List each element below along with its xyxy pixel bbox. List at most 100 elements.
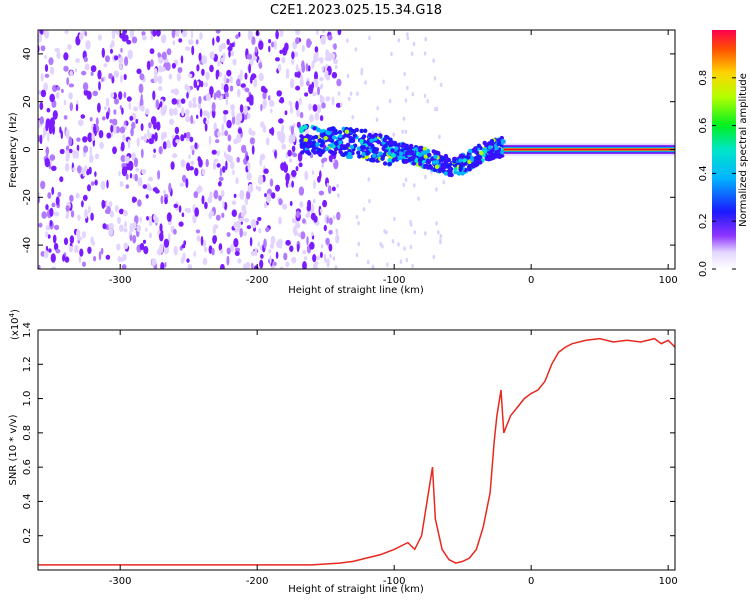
noise-blob <box>257 241 260 247</box>
noise-blob <box>393 216 396 222</box>
noise-blob <box>44 157 50 168</box>
noise-blob <box>226 247 231 255</box>
noise-blob <box>163 238 170 248</box>
noise-blob <box>312 104 318 112</box>
noise-blob <box>50 253 56 263</box>
noise-blob <box>279 30 284 38</box>
noise-blob <box>221 131 225 136</box>
noise-blob <box>157 52 161 58</box>
noise-blob <box>232 169 235 176</box>
noise-blob <box>91 133 95 141</box>
noise-blob <box>196 114 199 119</box>
signal-dot <box>388 137 393 142</box>
noise-blob <box>217 60 221 67</box>
noise-blob <box>153 75 159 83</box>
noise-blob <box>145 194 149 199</box>
noise-blob <box>299 111 304 119</box>
signal-dot <box>494 154 500 159</box>
noise-blob <box>152 90 156 101</box>
noise-blob <box>126 39 132 45</box>
noise-blob <box>176 72 182 82</box>
noise-blob <box>120 47 123 53</box>
noise-blob <box>362 207 366 212</box>
noise-blob <box>293 51 299 57</box>
noise-blob <box>413 183 416 188</box>
noise-blob <box>110 48 113 54</box>
noise-blob <box>239 104 244 113</box>
noise-blob <box>244 87 250 93</box>
noise-blob <box>65 155 70 162</box>
noise-blob <box>295 222 301 229</box>
noise-blob <box>65 150 70 155</box>
noise-blob <box>198 52 202 62</box>
noise-blob <box>103 106 107 111</box>
noise-blob <box>149 48 155 55</box>
noise-blob <box>194 207 199 217</box>
noise-blob <box>321 163 325 168</box>
noise-blob <box>233 193 237 198</box>
noise-blob <box>77 236 83 241</box>
signal-dot <box>365 151 370 156</box>
noise-blob <box>297 232 301 237</box>
signal-dot <box>361 145 366 150</box>
noise-blob <box>87 246 92 254</box>
noise-blob <box>120 74 123 83</box>
noise-blob <box>319 208 323 213</box>
noise-blob <box>277 238 283 245</box>
noise-blob <box>413 230 417 235</box>
signal-dot <box>333 146 339 152</box>
noise-blob <box>164 262 167 268</box>
noise-blob <box>201 195 205 205</box>
noise-blob <box>132 221 137 230</box>
noise-blob <box>336 235 340 240</box>
noise-blob <box>402 182 406 188</box>
noise-blob <box>64 162 70 172</box>
noise-blob <box>219 167 223 177</box>
noise-blob <box>120 141 125 152</box>
noise-blob <box>171 88 175 94</box>
noise-blob <box>284 42 289 52</box>
noise-blob <box>44 73 50 78</box>
noise-blob <box>285 239 291 246</box>
noise-blob <box>196 235 201 242</box>
noise-blob <box>89 117 93 122</box>
noise-blob <box>82 194 88 201</box>
noise-blob <box>82 168 85 177</box>
signal-dot <box>303 137 308 143</box>
signal-dot <box>299 134 304 139</box>
noise-blob <box>263 202 267 209</box>
signal-dot <box>327 137 332 142</box>
noise-blob <box>38 222 43 228</box>
noise-blob <box>326 216 329 224</box>
noise-blob <box>118 170 121 177</box>
noise-blob <box>300 201 304 208</box>
noise-blob <box>77 214 81 221</box>
colorbar-gradient <box>712 30 736 269</box>
noise-blob <box>247 113 251 120</box>
noise-blob <box>397 242 400 247</box>
noise-blob <box>115 30 121 36</box>
signal-dot <box>380 156 385 161</box>
noise-blob <box>287 149 292 157</box>
signal-dot <box>326 131 332 136</box>
signal-dot <box>373 132 378 138</box>
noise-blob <box>246 225 252 230</box>
noise-blob <box>298 162 303 168</box>
spectrogram-y-tick-label: 20 <box>22 95 33 108</box>
noise-blob <box>117 216 121 225</box>
noise-blob <box>432 254 436 260</box>
signal-dot <box>437 168 443 174</box>
noise-blob <box>168 182 172 193</box>
noise-blob <box>237 128 243 134</box>
spectrogram-y-tick-label: -40 <box>22 237 33 253</box>
noise-blob <box>333 43 337 50</box>
snr-panel: -300 -200 -100 0 100 0.2 0.4 0.6 0.8 1.0 1.2 1.4 H… <box>8 309 678 595</box>
noise-blob <box>212 161 217 170</box>
noise-blob <box>150 34 154 41</box>
noise-blob <box>53 211 60 217</box>
snr-y-tick-label: 1.2 <box>22 356 33 372</box>
noise-blob <box>251 145 255 155</box>
noise-blob <box>405 257 409 263</box>
noise-blob <box>188 154 191 160</box>
signal-dot <box>338 149 343 155</box>
